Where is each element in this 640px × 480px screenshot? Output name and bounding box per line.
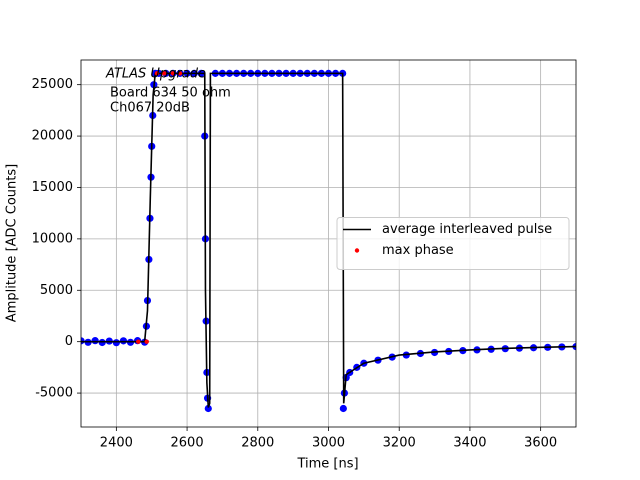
y-tick-label: 0 [65, 334, 73, 349]
y-tick-label: 10000 [32, 231, 73, 246]
legend-label: average interleaved pulse [382, 222, 552, 237]
y-tick-label: 20000 [32, 129, 73, 144]
ticks: 2400 2600 2800 3000 3200 3400 3600 -5000 0 5000 10… [32, 77, 558, 450]
y-tick-label: 25000 [32, 77, 73, 92]
data-point [204, 404, 212, 413]
data-point [81, 337, 85, 345]
data-point [112, 339, 120, 347]
data-point [98, 338, 106, 347]
annotation: ATLAS Upgrade [105, 67, 206, 82]
x-tick-label: 3400 [453, 436, 486, 451]
annotation: Ch067 20dB [110, 101, 190, 116]
x-tick-label: 2600 [171, 436, 204, 451]
x-axis-label: Time [ns] [296, 457, 358, 472]
data-point [154, 71, 160, 76]
y-tick-label: 5000 [40, 283, 73, 298]
x-tick-label: 2400 [100, 436, 133, 451]
legend: average interleaved pulse max phase [336, 217, 570, 270]
data-point [161, 71, 167, 76]
plot-area [81, 69, 576, 413]
legend-swatch [354, 248, 360, 253]
data-point [144, 339, 149, 344]
annotation: Board 634 50 ohm [110, 86, 231, 101]
legend-label: max phase [382, 243, 454, 258]
data-point [91, 337, 99, 345]
legend-box [336, 217, 570, 270]
y-axis-label: Amplitude [ADC Counts] [5, 164, 20, 322]
y-tick-label: -5000 [35, 386, 73, 401]
x-tick-label: 3200 [383, 436, 416, 451]
data-line [81, 72, 576, 408]
data-point [177, 71, 183, 76]
x-tick-label: 3000 [312, 436, 345, 451]
x-tick-label: 3600 [524, 436, 557, 451]
data-point [136, 339, 141, 344]
data-point [170, 71, 176, 76]
y-tick-label: 15000 [32, 180, 73, 195]
data-point [119, 337, 128, 345]
x-tick-label: 2800 [241, 436, 274, 451]
data-point [339, 404, 347, 413]
